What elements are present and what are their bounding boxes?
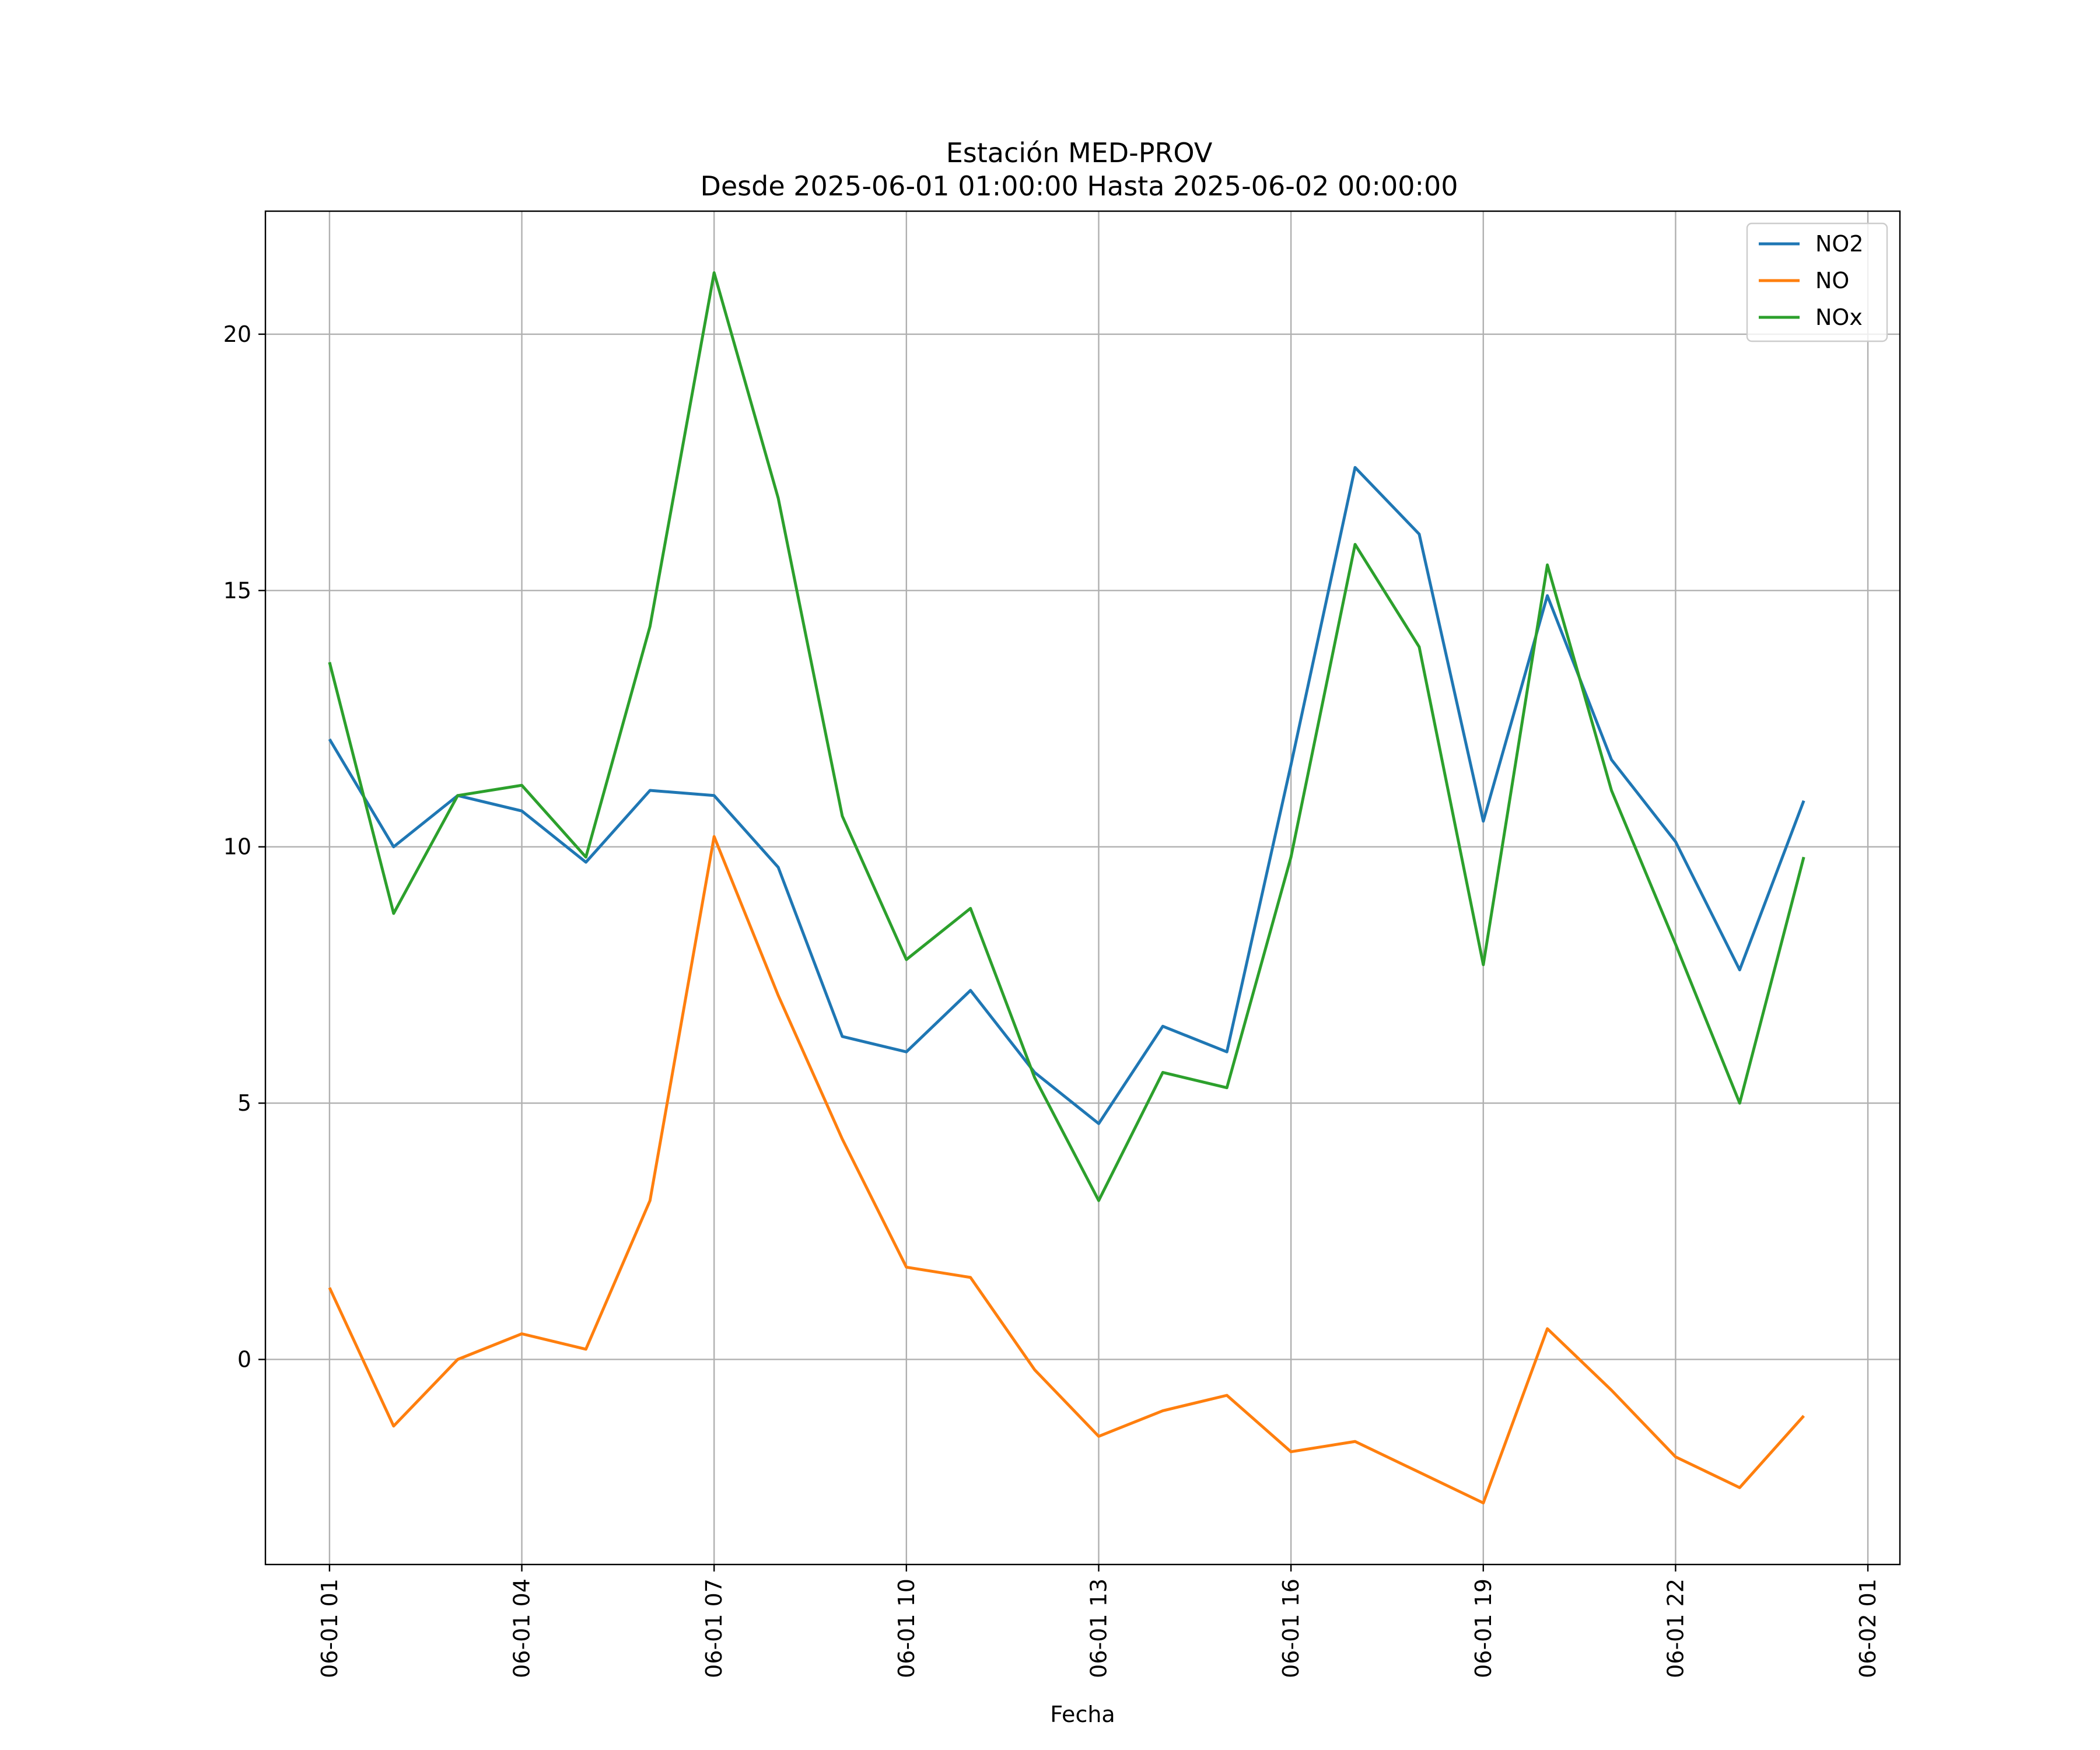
series-line-no2 xyxy=(328,466,1805,1125)
x-tick-label: 06-01 22 xyxy=(1662,1578,1688,1678)
grid-lines xyxy=(265,211,1900,1564)
legend: NO2 NO NOx xyxy=(1746,222,1888,342)
legend-label-no2: NO2 xyxy=(1815,231,1864,257)
legend-label-no: NO xyxy=(1815,268,1849,293)
x-axis-ticks: 06-01 01 06-01 04 06-01 07 06-01 10 06-01 13… xyxy=(317,1564,1881,1678)
plot-area-frame xyxy=(264,210,1901,1566)
x-axis-label: Fecha xyxy=(1050,1702,1115,1727)
x-tick-label: 06-01 16 xyxy=(1278,1578,1304,1678)
legend-label-nox: NOx xyxy=(1815,304,1863,330)
y-tick-label: 20 xyxy=(223,321,251,347)
legend-frame xyxy=(1746,222,1888,342)
x-tick-label: 06-02 01 xyxy=(1855,1578,1881,1678)
y-tick-label: 0 xyxy=(237,1346,251,1372)
x-tick-label: 06-01 04 xyxy=(509,1578,535,1678)
legend-items: NO2 NO NOx xyxy=(1759,231,1864,330)
y-axis-ticks: 0 5 10 15 20 xyxy=(223,321,265,1372)
series-line-nox xyxy=(328,271,1805,1202)
y-tick-label: 10 xyxy=(223,834,251,860)
series-line-no xyxy=(328,835,1805,1504)
chart-subtitle: Desde 2025-06-01 01:00:00 Hasta 2025-06-… xyxy=(700,170,1458,202)
y-tick-label: 15 xyxy=(223,578,251,603)
y-tick-label: 5 xyxy=(237,1090,251,1116)
x-tick-label: 06-01 01 xyxy=(317,1578,342,1678)
x-tick-label: 06-01 07 xyxy=(701,1578,727,1678)
x-tick-label: 06-01 10 xyxy=(894,1578,919,1678)
x-tick-label: 06-01 13 xyxy=(1086,1578,1111,1678)
series-lines xyxy=(328,271,1805,1504)
x-tick-label: 06-01 19 xyxy=(1471,1578,1496,1678)
chart-title: Estación MED-PROV xyxy=(946,137,1213,169)
